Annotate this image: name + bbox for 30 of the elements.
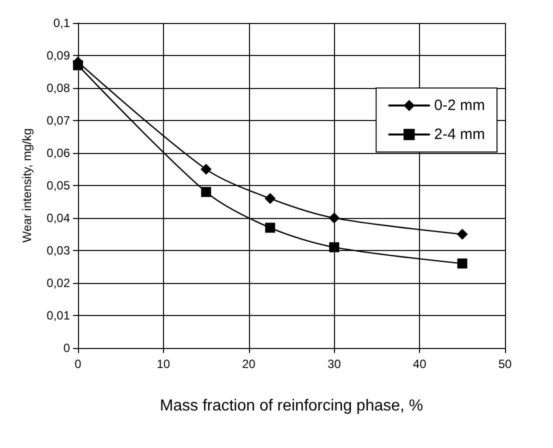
y-tick-label: 0,08 bbox=[46, 81, 70, 95]
x-tick-label: 10 bbox=[156, 357, 170, 371]
point bbox=[264, 193, 276, 204]
x-tick-label: 30 bbox=[328, 357, 342, 371]
x-axis-title: Mass fraction of reinforcing phase, % bbox=[160, 398, 424, 414]
y-tick-label: 0,09 bbox=[46, 48, 70, 62]
point bbox=[200, 164, 212, 175]
y-tick-label: 0,02 bbox=[46, 276, 70, 290]
y-tick-label: 0,04 bbox=[46, 211, 70, 225]
point bbox=[456, 228, 468, 240]
y-tick-label: 0,1 bbox=[53, 16, 70, 30]
y-tick-label: 0,05 bbox=[46, 178, 70, 192]
point bbox=[201, 187, 212, 197]
x-tick-label: 20 bbox=[242, 357, 256, 371]
x-tick-label: 50 bbox=[498, 357, 512, 371]
point bbox=[329, 242, 340, 252]
legend-label: 0-2 mm bbox=[434, 97, 486, 114]
point bbox=[457, 258, 468, 268]
y-tick-label: 0,07 bbox=[46, 114, 70, 128]
point bbox=[73, 60, 83, 70]
point bbox=[265, 222, 276, 233]
y-tick-label: 0,01 bbox=[46, 308, 70, 322]
legend-label: 2-4 mm bbox=[434, 126, 486, 143]
y-axis-title: Wear intensity, mg/kg bbox=[20, 128, 34, 243]
x-tick-label: 40 bbox=[412, 357, 427, 371]
y-tick-label: 0,06 bbox=[46, 146, 70, 160]
x-tick-label: 0 bbox=[74, 357, 82, 371]
y-tick-label: 0,03 bbox=[46, 244, 70, 258]
y-tick-label: 0 bbox=[63, 341, 70, 355]
point bbox=[328, 212, 340, 224]
